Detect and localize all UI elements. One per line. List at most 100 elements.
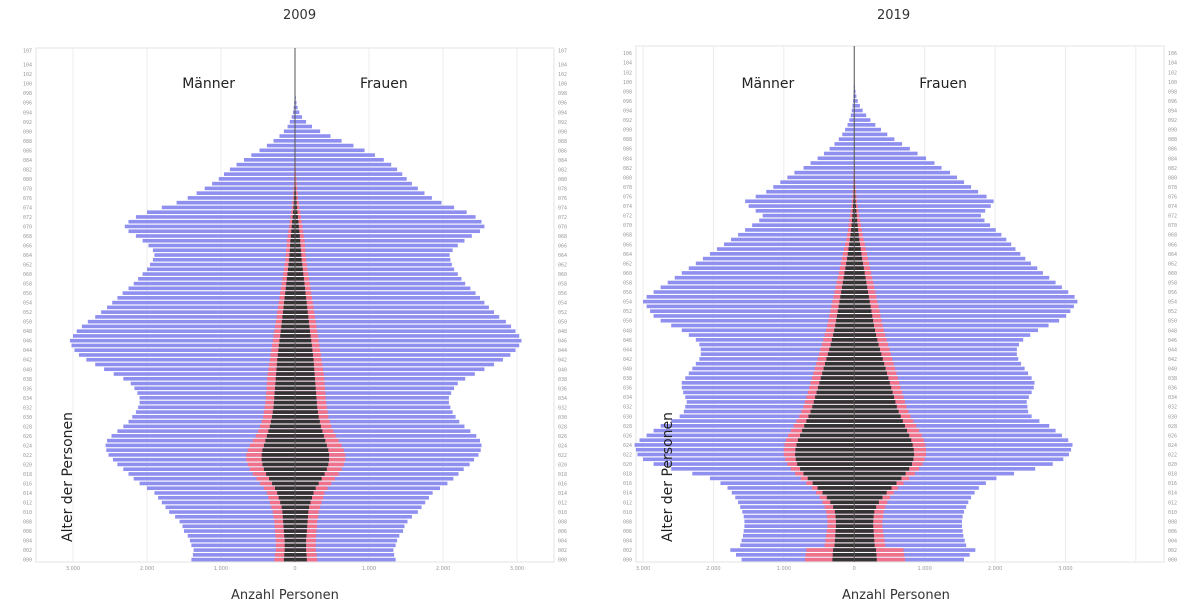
bar-female-inner	[854, 467, 910, 471]
bar-male-total	[184, 529, 295, 533]
bar-female-inner	[854, 447, 914, 452]
age-tick-label-left: 008	[623, 519, 632, 525]
age-tick-label-right: 032	[558, 405, 567, 411]
bar-male-inner	[831, 338, 855, 342]
age-tick-label-right: 000	[1168, 558, 1177, 564]
bar-male-total	[189, 538, 295, 543]
bar-male-total	[671, 323, 855, 328]
bar-male-inner	[273, 405, 295, 410]
bar-female-inner	[295, 519, 308, 524]
bar-female-inner	[854, 433, 910, 438]
bar-female-total	[854, 376, 1032, 380]
bar-male-total	[292, 110, 295, 115]
bar-male-total	[759, 218, 855, 223]
age-tick-label-left: 024	[23, 443, 32, 449]
bar-female-total	[295, 205, 455, 210]
bar-female-inner	[854, 299, 870, 304]
age-tick-label-left: 094	[23, 110, 32, 116]
bar-male-middle	[850, 213, 855, 218]
bar-male-inner	[826, 495, 855, 500]
age-tick-label-left: 100	[623, 80, 632, 86]
bar-female-middle	[854, 553, 905, 557]
age-tick-label-right: 034	[1168, 395, 1177, 401]
bar-female-total	[295, 381, 458, 386]
age-tick-label-left: 016	[623, 481, 632, 487]
age-tick-label-right: 080	[558, 177, 567, 183]
bar-female-inner	[854, 304, 871, 309]
x-axis-label-text: Anzahl Personen	[842, 588, 950, 603]
bar-male-total	[243, 158, 295, 162]
bar-male-middle	[848, 223, 855, 227]
bar-male-total	[124, 224, 295, 229]
bar-female-inner	[854, 376, 889, 380]
bar-male-inner	[850, 232, 855, 237]
bar-male-total	[842, 132, 855, 137]
bar-female-total	[295, 115, 303, 119]
bar-male-middle	[292, 200, 295, 205]
bar-male-total	[289, 119, 295, 124]
bar-male-total	[817, 156, 855, 161]
bar-male-total	[755, 209, 855, 213]
age-tick-label-right: 092	[558, 120, 567, 126]
bar-female-inner	[295, 419, 320, 424]
bar-male-inner	[836, 314, 855, 318]
bar-male-total	[834, 142, 855, 146]
bar-female-inner	[295, 238, 301, 243]
bar-male-inner	[293, 210, 295, 215]
bar-female-total	[854, 409, 1029, 414]
age-tick-label-left: 098	[623, 89, 632, 95]
bar-female-total	[295, 505, 422, 510]
age-tick-label-left: 096	[623, 99, 632, 105]
age-tick-label-left: 044	[23, 348, 32, 354]
age-tick-label-right: 036	[558, 386, 567, 392]
age-tick-label-right: 052	[1168, 309, 1177, 315]
bar-male-inner	[279, 338, 295, 343]
bar-male-total	[685, 395, 855, 399]
age-tick-label-right: 072	[558, 215, 567, 221]
bar-male-inner	[284, 538, 295, 543]
y-axis-label: Alter der Personen	[660, 412, 676, 542]
bar-female-middle	[295, 205, 300, 210]
age-tick-label-left: 068	[23, 234, 32, 240]
bar-male-total	[735, 495, 855, 500]
bar-male-total	[709, 252, 855, 256]
age-tick-label-left: 048	[623, 328, 632, 334]
age-tick-label-right: 107	[558, 48, 567, 54]
bar-male-inner	[278, 343, 295, 348]
bar-female-inner	[295, 381, 316, 386]
bar-male-total	[147, 486, 295, 491]
age-tick-label-left: 092	[23, 120, 32, 126]
bar-female-inner	[295, 286, 305, 291]
bar-male-total	[674, 275, 855, 280]
bar-male-total	[187, 534, 295, 538]
bar-female-inner	[295, 224, 299, 229]
bar-female-inner	[854, 295, 869, 299]
bar-female-inner	[854, 557, 877, 562]
bar-female-inner	[854, 309, 872, 313]
age-tick-label-left: 026	[623, 433, 632, 439]
bar-female-inner	[295, 524, 308, 529]
bar-female-total	[854, 170, 950, 175]
bar-male-total	[688, 333, 855, 337]
bar-male-middle	[805, 553, 855, 557]
age-tick-label-right: 012	[1168, 500, 1177, 506]
bar-male-total	[133, 476, 295, 481]
bar-male-inner	[843, 275, 855, 280]
bar-female-total	[295, 191, 425, 195]
bar-female-total	[854, 524, 962, 528]
bar-female-inner	[295, 443, 327, 448]
bar-female-total	[854, 481, 986, 485]
bar-female-inner	[295, 538, 307, 543]
bar-female-inner	[295, 457, 330, 462]
bar-female-total	[295, 395, 449, 400]
bar-female-total	[854, 103, 860, 108]
bar-male-inner	[846, 261, 855, 266]
age-tick-label-left: 054	[623, 300, 632, 306]
x-axis-label-2009: Anzahl Personen	[231, 588, 339, 603]
age-tick-label-right: 044	[1168, 347, 1177, 353]
bar-female-total	[295, 248, 453, 253]
bar-male-inner	[842, 280, 855, 285]
bar-female-middle	[854, 213, 860, 218]
bar-male-inner	[832, 557, 855, 562]
bar-female-total	[854, 118, 871, 122]
